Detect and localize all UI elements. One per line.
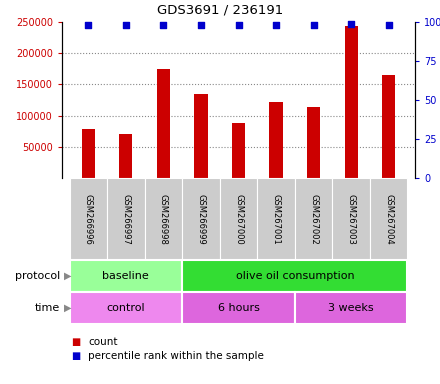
Bar: [382, 75, 395, 178]
Bar: [295, 178, 332, 260]
Bar: [157, 69, 170, 178]
Text: ▶: ▶: [64, 303, 72, 313]
Text: GSM266996: GSM266996: [84, 194, 93, 245]
Text: baseline: baseline: [103, 271, 149, 281]
Bar: [70, 260, 182, 292]
Text: GSM266997: GSM266997: [121, 194, 130, 245]
Text: olive oil consumption: olive oil consumption: [235, 271, 354, 281]
Text: GSM267001: GSM267001: [271, 194, 281, 244]
Text: GDS3691 / 236191: GDS3691 / 236191: [157, 3, 283, 17]
Bar: [70, 178, 107, 260]
Text: GSM267000: GSM267000: [234, 194, 243, 244]
Text: GSM266999: GSM266999: [196, 194, 205, 244]
Text: control: control: [106, 303, 145, 313]
Point: [198, 22, 205, 28]
Bar: [182, 260, 407, 292]
Bar: [257, 178, 295, 260]
Text: percentile rank within the sample: percentile rank within the sample: [88, 351, 264, 361]
Bar: [182, 292, 295, 324]
Bar: [194, 94, 208, 178]
Text: GSM267003: GSM267003: [347, 194, 356, 245]
Point: [235, 22, 242, 28]
Bar: [145, 178, 182, 260]
Point: [160, 22, 167, 28]
Text: GSM267002: GSM267002: [309, 194, 318, 244]
Bar: [82, 129, 95, 178]
Text: 3 weeks: 3 weeks: [328, 303, 374, 313]
Bar: [269, 102, 282, 178]
Bar: [182, 178, 220, 260]
Bar: [307, 107, 320, 178]
Bar: [220, 178, 257, 260]
Point: [310, 22, 317, 28]
Text: protocol: protocol: [15, 271, 60, 281]
Point: [85, 22, 92, 28]
Bar: [345, 26, 358, 178]
Point: [122, 22, 129, 28]
Bar: [370, 178, 407, 260]
Bar: [232, 123, 245, 178]
Text: ■: ■: [71, 351, 80, 361]
Bar: [295, 292, 407, 324]
Bar: [332, 178, 370, 260]
Text: GSM266998: GSM266998: [159, 194, 168, 245]
Bar: [107, 178, 145, 260]
Point: [348, 20, 355, 26]
Bar: [119, 134, 132, 178]
Text: ▶: ▶: [64, 271, 72, 281]
Text: time: time: [35, 303, 60, 313]
Point: [385, 22, 392, 28]
Text: GSM267004: GSM267004: [384, 194, 393, 244]
Bar: [70, 292, 182, 324]
Text: ■: ■: [71, 337, 80, 347]
Text: 6 hours: 6 hours: [217, 303, 260, 313]
Text: count: count: [88, 337, 118, 347]
Point: [272, 22, 279, 28]
